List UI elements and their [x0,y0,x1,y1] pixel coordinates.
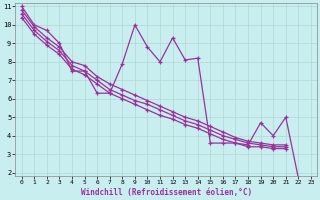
X-axis label: Windchill (Refroidissement éolien,°C): Windchill (Refroidissement éolien,°C) [81,188,252,197]
